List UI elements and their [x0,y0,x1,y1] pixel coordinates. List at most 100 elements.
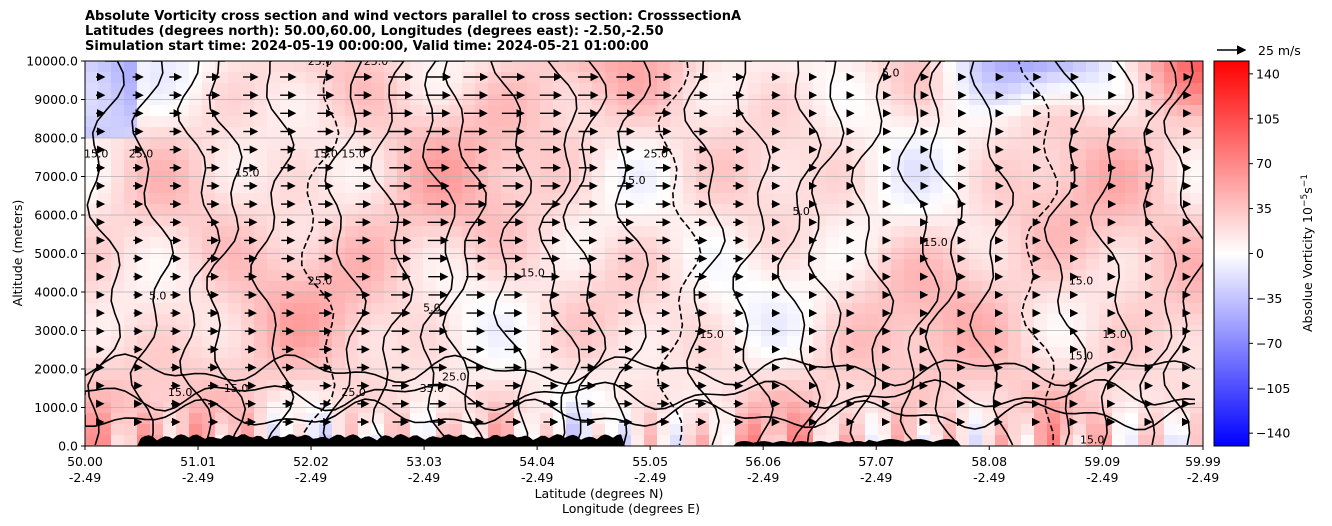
field-cell [1190,116,1203,128]
field-cell [176,138,190,150]
field-cell [995,204,1009,216]
field-cell [709,105,723,117]
field-cell [644,369,658,381]
field-cell [1034,292,1048,304]
field-cell [527,226,541,238]
field-cell [1138,61,1152,73]
field-cell [631,127,645,139]
field-cell [1099,226,1113,238]
field-cell [306,72,320,84]
field-cell [267,347,281,359]
field-cell [1112,314,1126,326]
field-cell [176,358,190,370]
field-cell [436,424,450,436]
field-cell [293,369,307,381]
field-cell [891,237,905,249]
field-cell [1164,61,1178,73]
y-tick-label: 8000.0 [34,131,78,146]
field-cell [735,160,749,172]
field-cell [592,347,606,359]
field-cell [1099,83,1113,95]
field-cell [1190,237,1203,249]
field-cell [371,336,385,348]
field-cell [371,149,385,161]
field-cell [436,259,450,271]
field-cell [839,391,853,403]
field-cell [1164,358,1178,370]
field-cell [826,193,840,205]
field-cell [475,424,489,436]
field-cell [631,413,645,425]
contour-labels: 15.0 25.05.015.0 15.015.025.0 25.015.0 15.02… [85,61,1127,446]
field-cell [865,182,879,194]
field-cell [787,226,801,238]
field-cell [683,61,697,73]
field-cell [605,127,619,139]
field-cell [410,83,424,95]
field-cell [332,105,346,117]
field-cell [423,138,437,150]
field-cell [1008,83,1022,95]
field-cell [1190,391,1203,403]
field-cell [956,336,970,348]
contour-line [1043,61,1087,446]
field-cell [904,336,918,348]
field-cell [748,204,762,216]
field-cell [1021,105,1035,117]
field-cell [839,83,853,95]
field-cell [228,391,242,403]
field-cell [241,204,255,216]
field-cell [592,61,606,73]
field-cell [410,380,424,392]
field-cell [1125,358,1139,370]
field-cell [124,314,138,326]
field-cell [527,303,541,315]
field-cell [657,336,671,348]
field-cell [1125,215,1139,227]
field-cell [761,215,775,227]
field-cell [202,303,216,315]
field-cell [1034,358,1048,370]
field-cell [735,336,749,348]
field-cell [1177,138,1191,150]
field-cell [891,182,905,194]
field-cell [917,391,931,403]
field-cell [254,61,268,73]
field-cell [592,358,606,370]
field-cell [150,336,164,348]
field-cell [514,369,528,381]
field-cell [332,83,346,95]
field-cell [605,149,619,161]
field-cell [202,127,216,139]
field-cell [189,369,203,381]
field-cell [1073,435,1087,446]
field-cell [150,358,164,370]
field-cell [280,424,294,436]
field-cell [553,237,567,249]
field-cell [891,226,905,238]
field-cell [696,215,710,227]
field-cell [267,116,281,128]
field-cell [280,72,294,84]
field-cell [657,226,671,238]
field-cell [1060,127,1074,139]
field-cell [527,336,541,348]
field-cell [254,314,268,326]
field-cell [449,336,463,348]
field-cell [748,424,762,436]
field-cell [501,303,515,315]
field-cell [124,72,138,84]
field-cell [124,347,138,359]
x-tick-label-lat: 50.00 [67,454,103,469]
field-cell [1086,193,1100,205]
field-cell [85,270,99,282]
field-cell [670,424,684,436]
field-cell [878,116,892,128]
field-cell [1125,193,1139,205]
field-cell [618,193,632,205]
field-cell [137,369,151,381]
field-cell [540,259,554,271]
field-cell [748,259,762,271]
field-cell [1034,204,1048,216]
field-cell [1073,259,1087,271]
